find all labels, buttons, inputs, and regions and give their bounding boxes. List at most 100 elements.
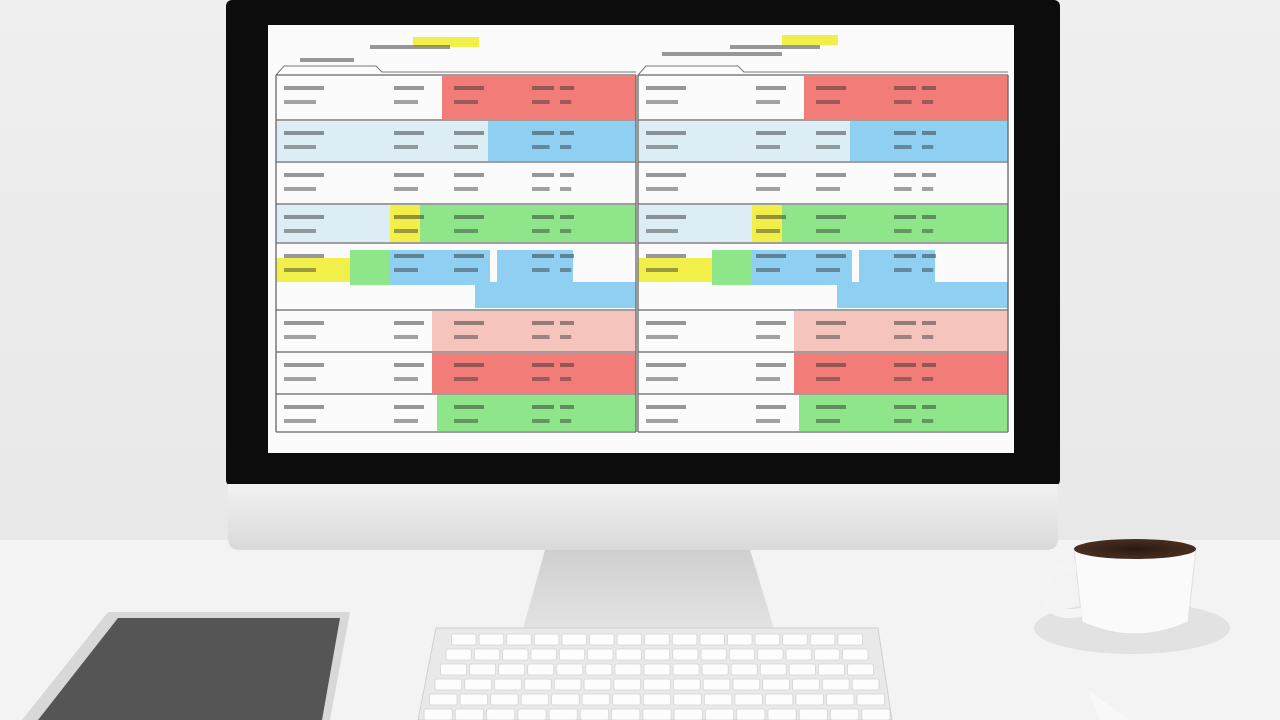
cell-glyphs [816,215,846,219]
key [727,633,753,646]
cell-glyphs [816,268,840,272]
key [451,633,477,646]
cell-glyphs [454,321,484,325]
cell-glyphs [922,335,934,339]
cell-glyphs [284,419,316,423]
key [701,663,729,676]
key [643,648,671,661]
cell-glyphs [756,229,780,233]
key [785,648,812,661]
cell-glyphs [394,86,424,90]
cell-glyphs [284,100,316,104]
key [847,663,874,676]
cell-glyphs [756,254,786,258]
cell-glyphs [394,335,418,339]
cell-glyphs [532,229,550,233]
key [782,633,808,646]
cell-glyphs [894,405,916,409]
cell-fill [752,205,782,242]
cell-glyphs [922,131,936,135]
cell-glyphs [816,254,846,258]
cell-glyphs [394,145,418,149]
cell-glyphs [894,86,916,90]
cell-glyphs [560,86,574,90]
cell-glyphs [894,419,912,423]
key [642,708,672,720]
header-glyphs [370,45,450,49]
key [587,648,614,661]
monitor-stand [522,550,775,632]
cell-glyphs [894,215,916,219]
tablet-screen [38,618,340,720]
cell-glyphs [394,215,424,219]
coffee [1074,539,1196,559]
key [736,708,766,720]
cell-glyphs [922,229,934,233]
cell-glyphs [532,131,554,135]
key [423,708,453,720]
key [822,678,850,691]
cell-glyphs [394,405,424,409]
cell-glyphs [894,131,916,135]
key [429,693,458,706]
cell-glyphs [756,321,786,325]
cell-glyphs [284,321,324,325]
cell-glyphs [394,131,424,135]
cell-glyphs [816,363,846,367]
cell-glyphs [756,405,786,409]
cell-fill [437,395,636,431]
key [558,648,586,661]
cell-glyphs [284,363,324,367]
key [616,633,643,646]
key [767,708,797,720]
cell-glyphs [394,268,418,272]
cell-glyphs [922,254,936,258]
cell-glyphs [894,187,912,191]
mouse [1088,690,1130,720]
cell-fill [638,258,712,282]
cell-glyphs [454,187,478,191]
cell-fill [488,121,636,161]
cell-glyphs [454,419,478,423]
header-glyphs [662,52,782,56]
cell-glyphs [560,321,574,325]
cell-glyphs [284,377,316,381]
cell-glyphs [816,229,840,233]
cell-glyphs [532,100,550,104]
key [561,633,587,646]
key [795,693,824,706]
cell-glyphs [284,173,324,177]
key [643,663,671,676]
cell-glyphs [454,145,478,149]
key [671,633,698,646]
cell-fill [432,311,636,351]
key [611,708,641,720]
cell-fill [390,205,420,242]
cell-fill [638,121,850,161]
cell-glyphs [284,335,316,339]
key [556,663,584,676]
cell-glyphs [560,268,572,272]
key [583,678,612,691]
cell-glyphs [560,254,574,258]
cell-fill [432,353,636,393]
cell-glyphs [394,187,418,191]
cell-glyphs [756,419,780,423]
cell-fill [712,250,752,285]
key [830,708,860,720]
key [553,678,582,691]
cell-glyphs [816,419,840,423]
cell-glyphs [284,131,324,135]
key [490,693,519,706]
cell-glyphs [756,173,786,177]
cell-glyphs [922,321,936,325]
key [506,633,532,646]
cell-glyphs [816,377,840,381]
cell-glyphs [646,254,686,258]
cell-fill [799,395,1008,431]
key [473,648,501,661]
cell-glyphs [560,363,574,367]
cell-glyphs [816,86,846,90]
cell-glyphs [560,419,572,423]
key [851,678,880,691]
